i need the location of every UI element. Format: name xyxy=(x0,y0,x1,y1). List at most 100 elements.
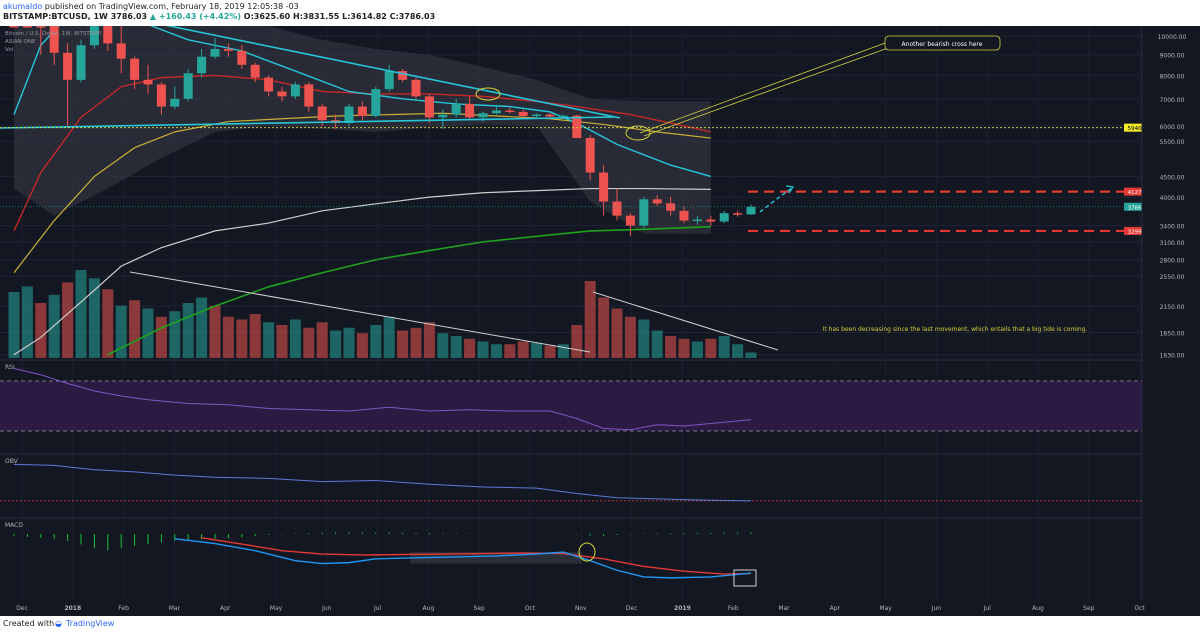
legend-line: Bitcoin / U.S. Dollar, 1W, BITSTAMP xyxy=(5,31,102,37)
projection-arrow xyxy=(759,187,793,213)
price-tick-label: 9000.00 xyxy=(1160,53,1185,60)
price-tick-label: 4000.00 xyxy=(1160,195,1185,202)
time-tick-label: Apr xyxy=(220,605,231,612)
candle-body xyxy=(451,103,461,115)
volume-bar xyxy=(678,338,690,358)
created-with: Created with xyxy=(3,619,55,628)
candle-body xyxy=(9,26,19,28)
sma-white-line xyxy=(13,187,711,356)
callout-line xyxy=(643,47,889,137)
time-tick-label: Feb xyxy=(118,605,129,612)
descending-trendline xyxy=(139,19,621,119)
volume-bar xyxy=(356,333,368,358)
candle-body xyxy=(357,106,367,116)
candle-body xyxy=(465,103,475,118)
candle-body xyxy=(424,96,434,118)
volume-bar xyxy=(383,316,395,358)
last-price: 3786.03 xyxy=(110,12,148,21)
support-trendline xyxy=(0,116,616,129)
price-tick-label: 2550.00 xyxy=(1160,274,1185,281)
macd-panel: MACD0.0000-400.0000-800.0000-1200.0000 xyxy=(0,517,1200,595)
candle-body xyxy=(290,84,300,97)
price-label-text: 3786.03 xyxy=(1128,205,1151,211)
volume-bar xyxy=(397,330,409,358)
author-link[interactable]: akumaldo xyxy=(3,2,43,11)
volume-bar xyxy=(182,303,194,358)
candle-body xyxy=(612,201,622,216)
candle-body xyxy=(411,79,421,97)
tradingview-logo-icon[interactable]: ◒ xyxy=(55,619,62,628)
candle-body xyxy=(250,64,260,78)
candle-body xyxy=(63,52,73,80)
candle-body xyxy=(746,206,756,215)
volume-bar xyxy=(745,352,757,358)
volume-bar xyxy=(557,344,569,358)
time-tick-label: 2019 xyxy=(674,605,691,612)
volume-bar xyxy=(732,344,744,358)
price-label-box xyxy=(1124,226,1154,235)
volume-bar xyxy=(611,308,623,358)
ema-red-line xyxy=(13,74,711,232)
arrowhead-icon xyxy=(785,185,795,194)
time-tick-label: Feb xyxy=(728,605,739,612)
volume-bar xyxy=(236,319,248,358)
symbol: BITSTAMP:BTCUSD, 1W xyxy=(3,12,108,21)
volume-bar xyxy=(691,341,703,358)
panel-label: MACD xyxy=(5,522,23,529)
ohlc-values: O:3625.60 H:3831.55 L:3614.82 C:3786.03 xyxy=(243,12,436,21)
volume-bar xyxy=(155,316,167,358)
volume-bar xyxy=(638,319,650,358)
rsi-band xyxy=(0,381,1142,431)
volume-bar xyxy=(423,322,435,358)
price-tick-label: 10000.00 xyxy=(1158,34,1187,41)
cross-circle xyxy=(475,87,501,101)
volume-bar xyxy=(705,338,717,358)
candle-body xyxy=(210,48,220,57)
volume-bar xyxy=(263,322,275,358)
price-label-text: 4127.14 xyxy=(1128,190,1151,196)
candle-body xyxy=(398,71,408,80)
tradingview-brand[interactable]: TradingView xyxy=(66,619,115,628)
callout-line xyxy=(639,41,889,134)
volume-bar xyxy=(544,345,556,358)
price-tick-label: 8000.00 xyxy=(1160,73,1185,80)
candle-body xyxy=(76,45,86,80)
candle-body xyxy=(36,26,46,28)
volume-bar xyxy=(651,330,663,358)
cross-circle xyxy=(625,125,651,141)
candle-body xyxy=(116,43,126,59)
time-tick-label: Jun xyxy=(931,605,942,612)
candle-body xyxy=(237,50,247,65)
candle-body xyxy=(652,199,662,204)
time-tick-label: Sep xyxy=(1083,605,1095,612)
volume-bar xyxy=(598,297,610,358)
cross-box xyxy=(733,569,757,587)
candle-body xyxy=(130,58,140,80)
annotation-text: Another bearish cross here xyxy=(902,41,983,48)
volume-trendline xyxy=(129,271,591,353)
volume-bar xyxy=(437,333,449,358)
legend-line: Vol xyxy=(5,47,14,53)
footer: Created with ◒ TradingView xyxy=(0,616,1200,632)
candle-body xyxy=(625,215,635,226)
volume-bar xyxy=(115,305,127,358)
volume-bar xyxy=(62,282,74,358)
price-label-box xyxy=(1124,187,1154,196)
candle-body xyxy=(183,73,193,99)
volume-bar xyxy=(343,327,355,358)
time-tick-label: Mar xyxy=(169,605,181,612)
candle-body xyxy=(384,71,394,90)
panel-label: RSI xyxy=(5,364,15,371)
volume-bar xyxy=(316,322,328,358)
rsi-line xyxy=(13,368,752,431)
price-tick-label: 6000.00 xyxy=(1160,124,1185,131)
price-tick-label: 7000.00 xyxy=(1160,97,1185,104)
publish-info: akumaldo published on TradingView.com, F… xyxy=(3,2,299,11)
candle-body xyxy=(223,48,233,51)
candle-body xyxy=(103,26,113,44)
volume-bar xyxy=(129,300,141,358)
obv-panel: OBV3600000.00003200000.00002800000.00002… xyxy=(0,453,1200,513)
time-tick-label: Jun xyxy=(321,605,332,612)
price-tick-label: 1850.00 xyxy=(1160,331,1185,338)
